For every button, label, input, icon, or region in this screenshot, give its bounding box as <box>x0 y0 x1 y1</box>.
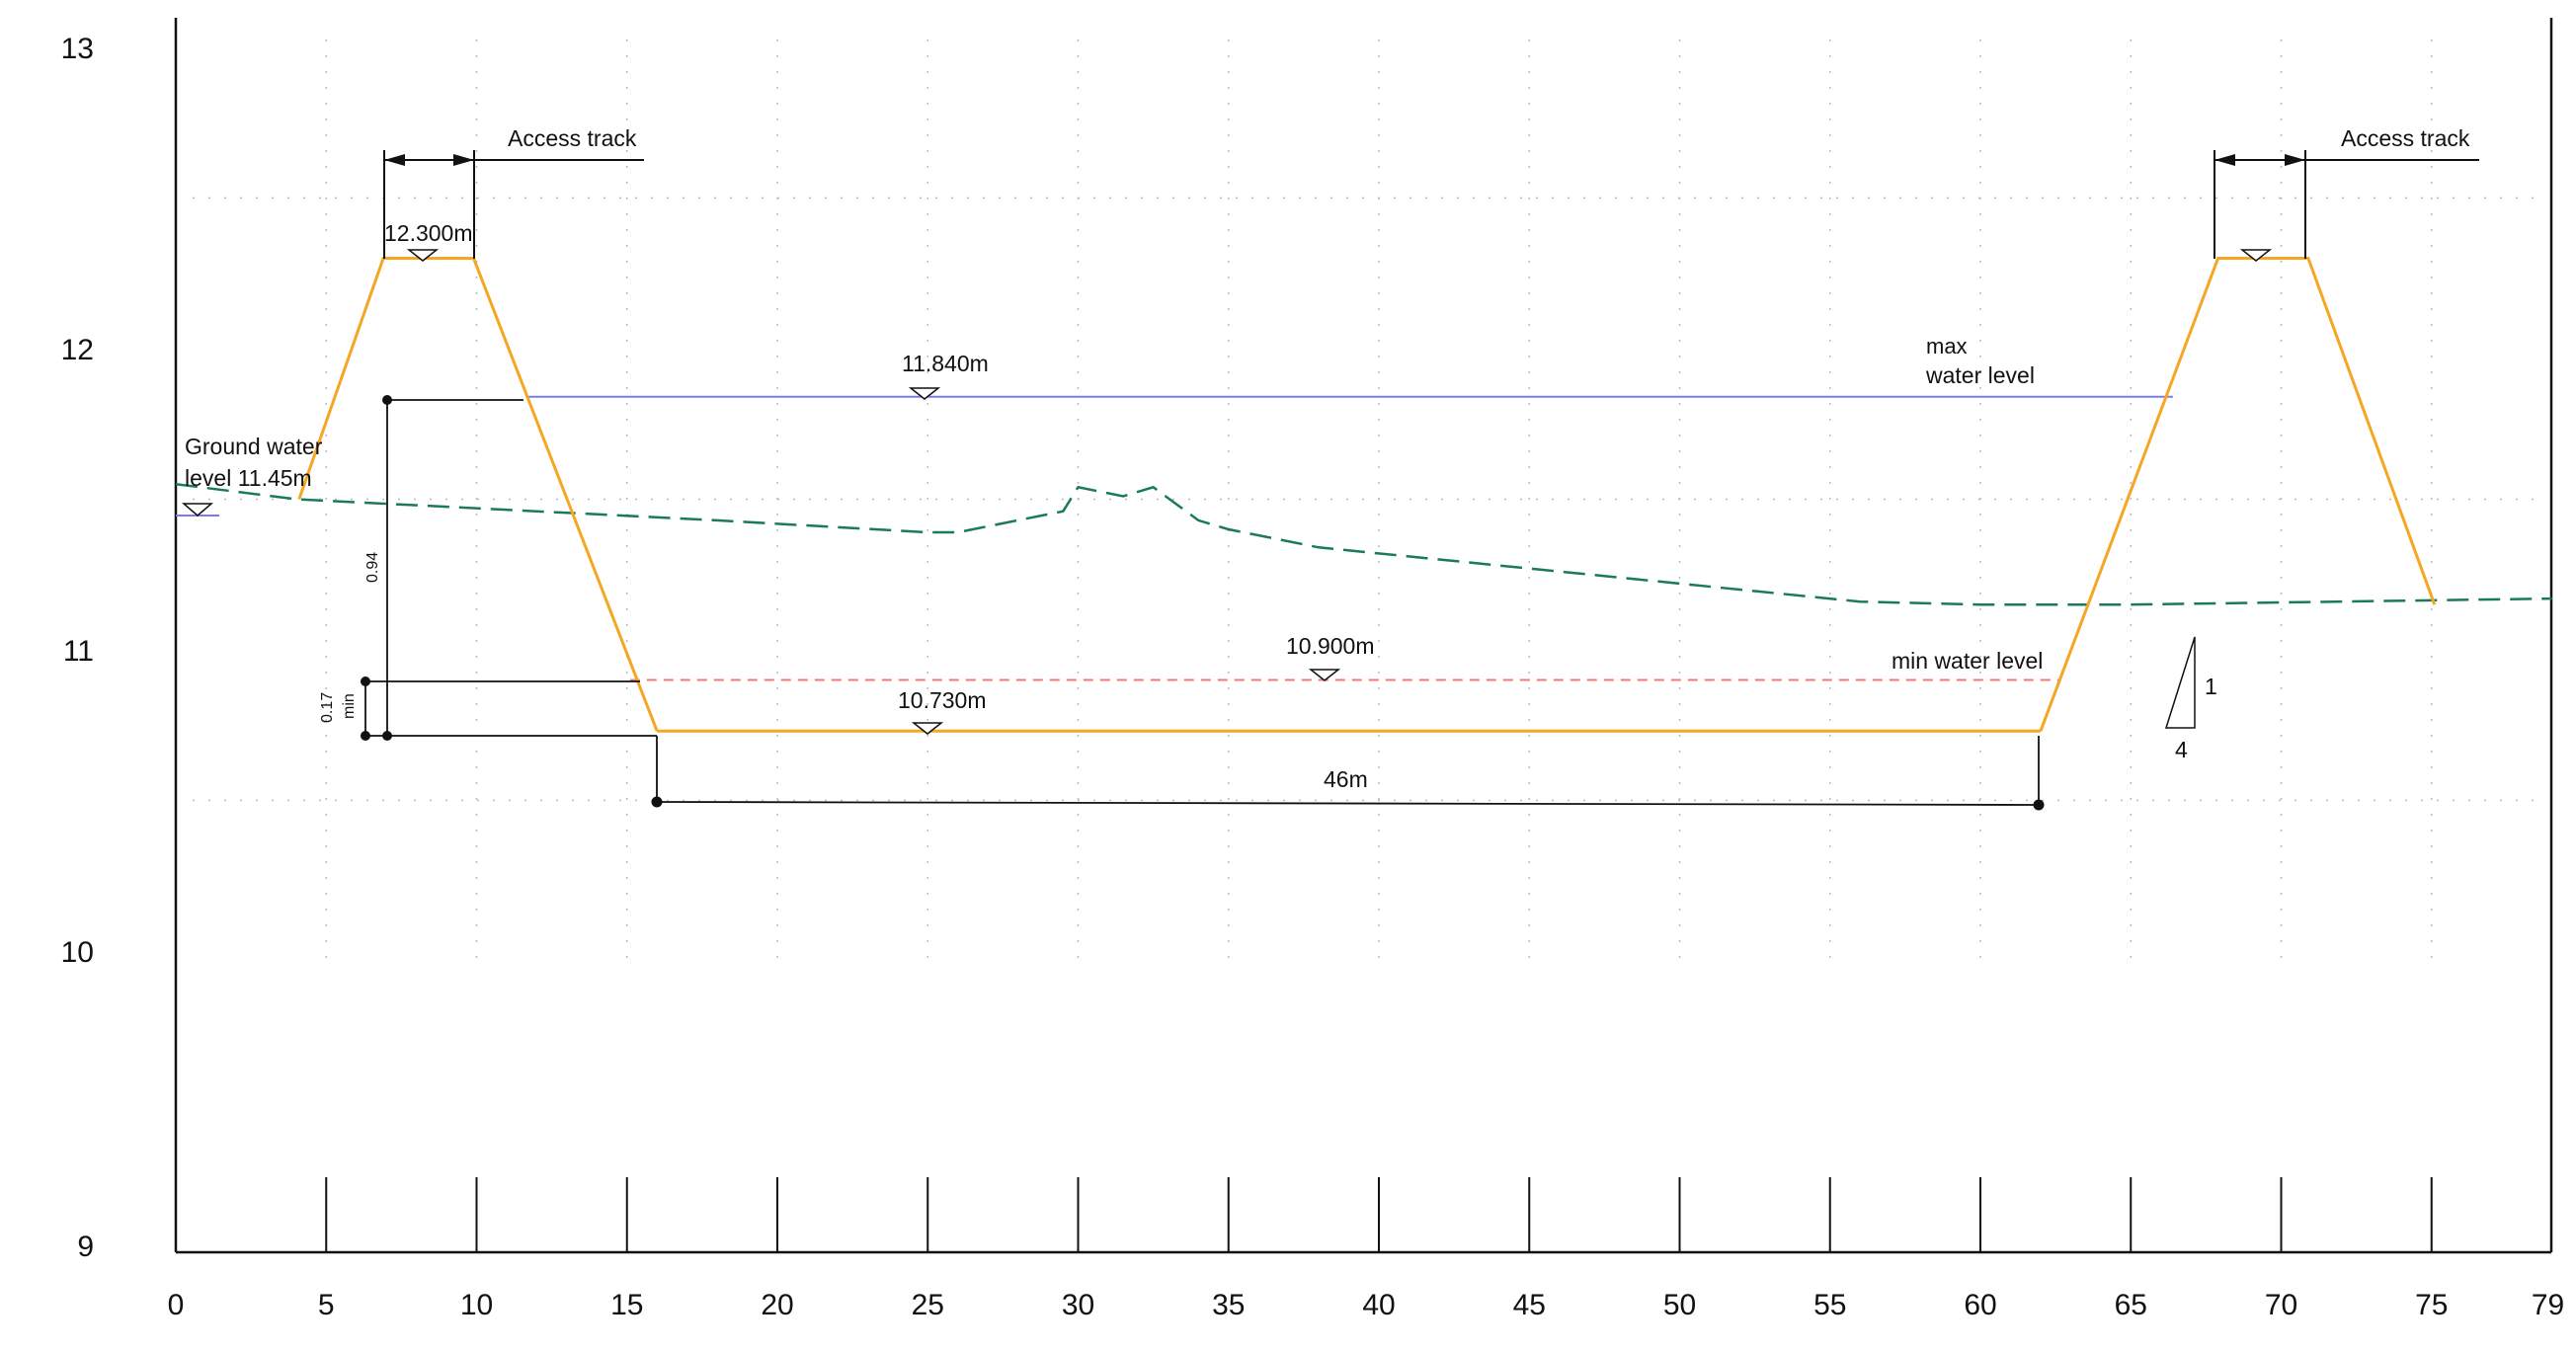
max-level-value-label: 11.840m <box>902 351 989 376</box>
depth-min-label: min <box>341 693 358 719</box>
y-axis-tick-label: 9 <box>77 1231 94 1263</box>
x-axis-tick-label: 50 <box>1663 1289 1696 1321</box>
x-axis-tick-label: 30 <box>1062 1289 1094 1321</box>
groundwater-label-line-1: Ground water <box>185 434 323 459</box>
access-track-right-dimension <box>2214 150 2479 259</box>
y-axis-tick-label: 13 <box>61 33 94 65</box>
right-crest-triangle-icon <box>2239 249 2273 262</box>
y-axis-tick-label: 12 <box>61 334 94 366</box>
y-axis-tick-label: 10 <box>61 936 94 969</box>
x-axis-tick-label: 5 <box>318 1289 335 1321</box>
access-track-right-label: Access track <box>2341 125 2470 151</box>
axes <box>174 18 2553 1254</box>
x-axis-tick-label: 25 <box>912 1289 944 1321</box>
access-track-left-label: Access track <box>508 125 637 151</box>
slope-run-label: 4 <box>2175 737 2188 762</box>
dimension-dots <box>361 395 392 741</box>
min-level-text-label: min water level <box>1892 648 2043 674</box>
max-level-text-line-1: max <box>1926 334 1968 358</box>
x-axis-tick-labels: 0 5 10 15 20 25 30 35 40 45 50 55 60 65 70 75 79 <box>168 1289 2565 1321</box>
max-level-text-line-2: water level <box>1925 362 2035 388</box>
access-track-right-arrow-icon <box>2214 154 2305 166</box>
x-axis-tick-label: 20 <box>761 1289 793 1321</box>
x-axis-tick-label: 35 <box>1212 1289 1245 1321</box>
y-axis-tick-label: 11 <box>63 635 94 668</box>
left-embankment-line <box>297 257 659 732</box>
width-dimension <box>656 736 2040 806</box>
y-axis-tick-labels: 9 10 11 12 13 <box>61 33 94 1263</box>
x-axis-ticks <box>325 1177 2433 1252</box>
min-level-triangle-icon <box>1308 669 1341 681</box>
depth-017-label: 0.17 <box>319 692 336 723</box>
x-axis-tick-label: 40 <box>1362 1289 1395 1321</box>
bottom-level-triangle-icon <box>911 722 944 735</box>
x-axis-tick-label: 70 <box>2265 1289 2297 1321</box>
min-level-value-label: 10.900m <box>1286 633 1375 659</box>
x-axis-tick-label: 10 <box>460 1289 493 1321</box>
width-dimension-dots <box>651 796 2045 811</box>
width-dimension-label: 46m <box>1324 766 1368 792</box>
access-track-left-dimension <box>383 150 644 259</box>
x-axis-tick-label: 60 <box>1964 1289 1996 1321</box>
access-track-left-arrow-icon <box>384 154 474 166</box>
groundwater-level-triangle-icon <box>181 503 214 517</box>
x-axis-tick-label: 55 <box>1813 1289 1846 1321</box>
x-axis-tick-label: 15 <box>610 1289 643 1321</box>
groundwater-label-line-2: level 11.45m <box>185 465 312 491</box>
x-axis-tick-label: 75 <box>2415 1289 2448 1321</box>
x-axis-tick-label: 45 <box>1513 1289 1546 1321</box>
right-embankment-line <box>2039 257 2437 732</box>
background-grid <box>193 40 2543 958</box>
max-level-triangle-icon <box>908 387 941 400</box>
slope-rise-label: 1 <box>2205 674 2217 699</box>
x-axis-tick-label: 0 <box>168 1289 185 1321</box>
bottom-level-label: 10.730m <box>898 687 987 713</box>
x-axis-tick-label: 79 <box>2532 1289 2564 1321</box>
groundwater-profile-line <box>175 482 2552 606</box>
crest-level-label: 12.300m <box>384 220 473 246</box>
crest-level-triangle-icon <box>406 249 440 262</box>
x-axis-tick-label: 65 <box>2115 1289 2147 1321</box>
depth-dimension-lines <box>364 399 657 737</box>
slope-indicator-triangle-icon <box>2164 636 2196 729</box>
depth-094-label: 0.94 <box>364 552 381 583</box>
